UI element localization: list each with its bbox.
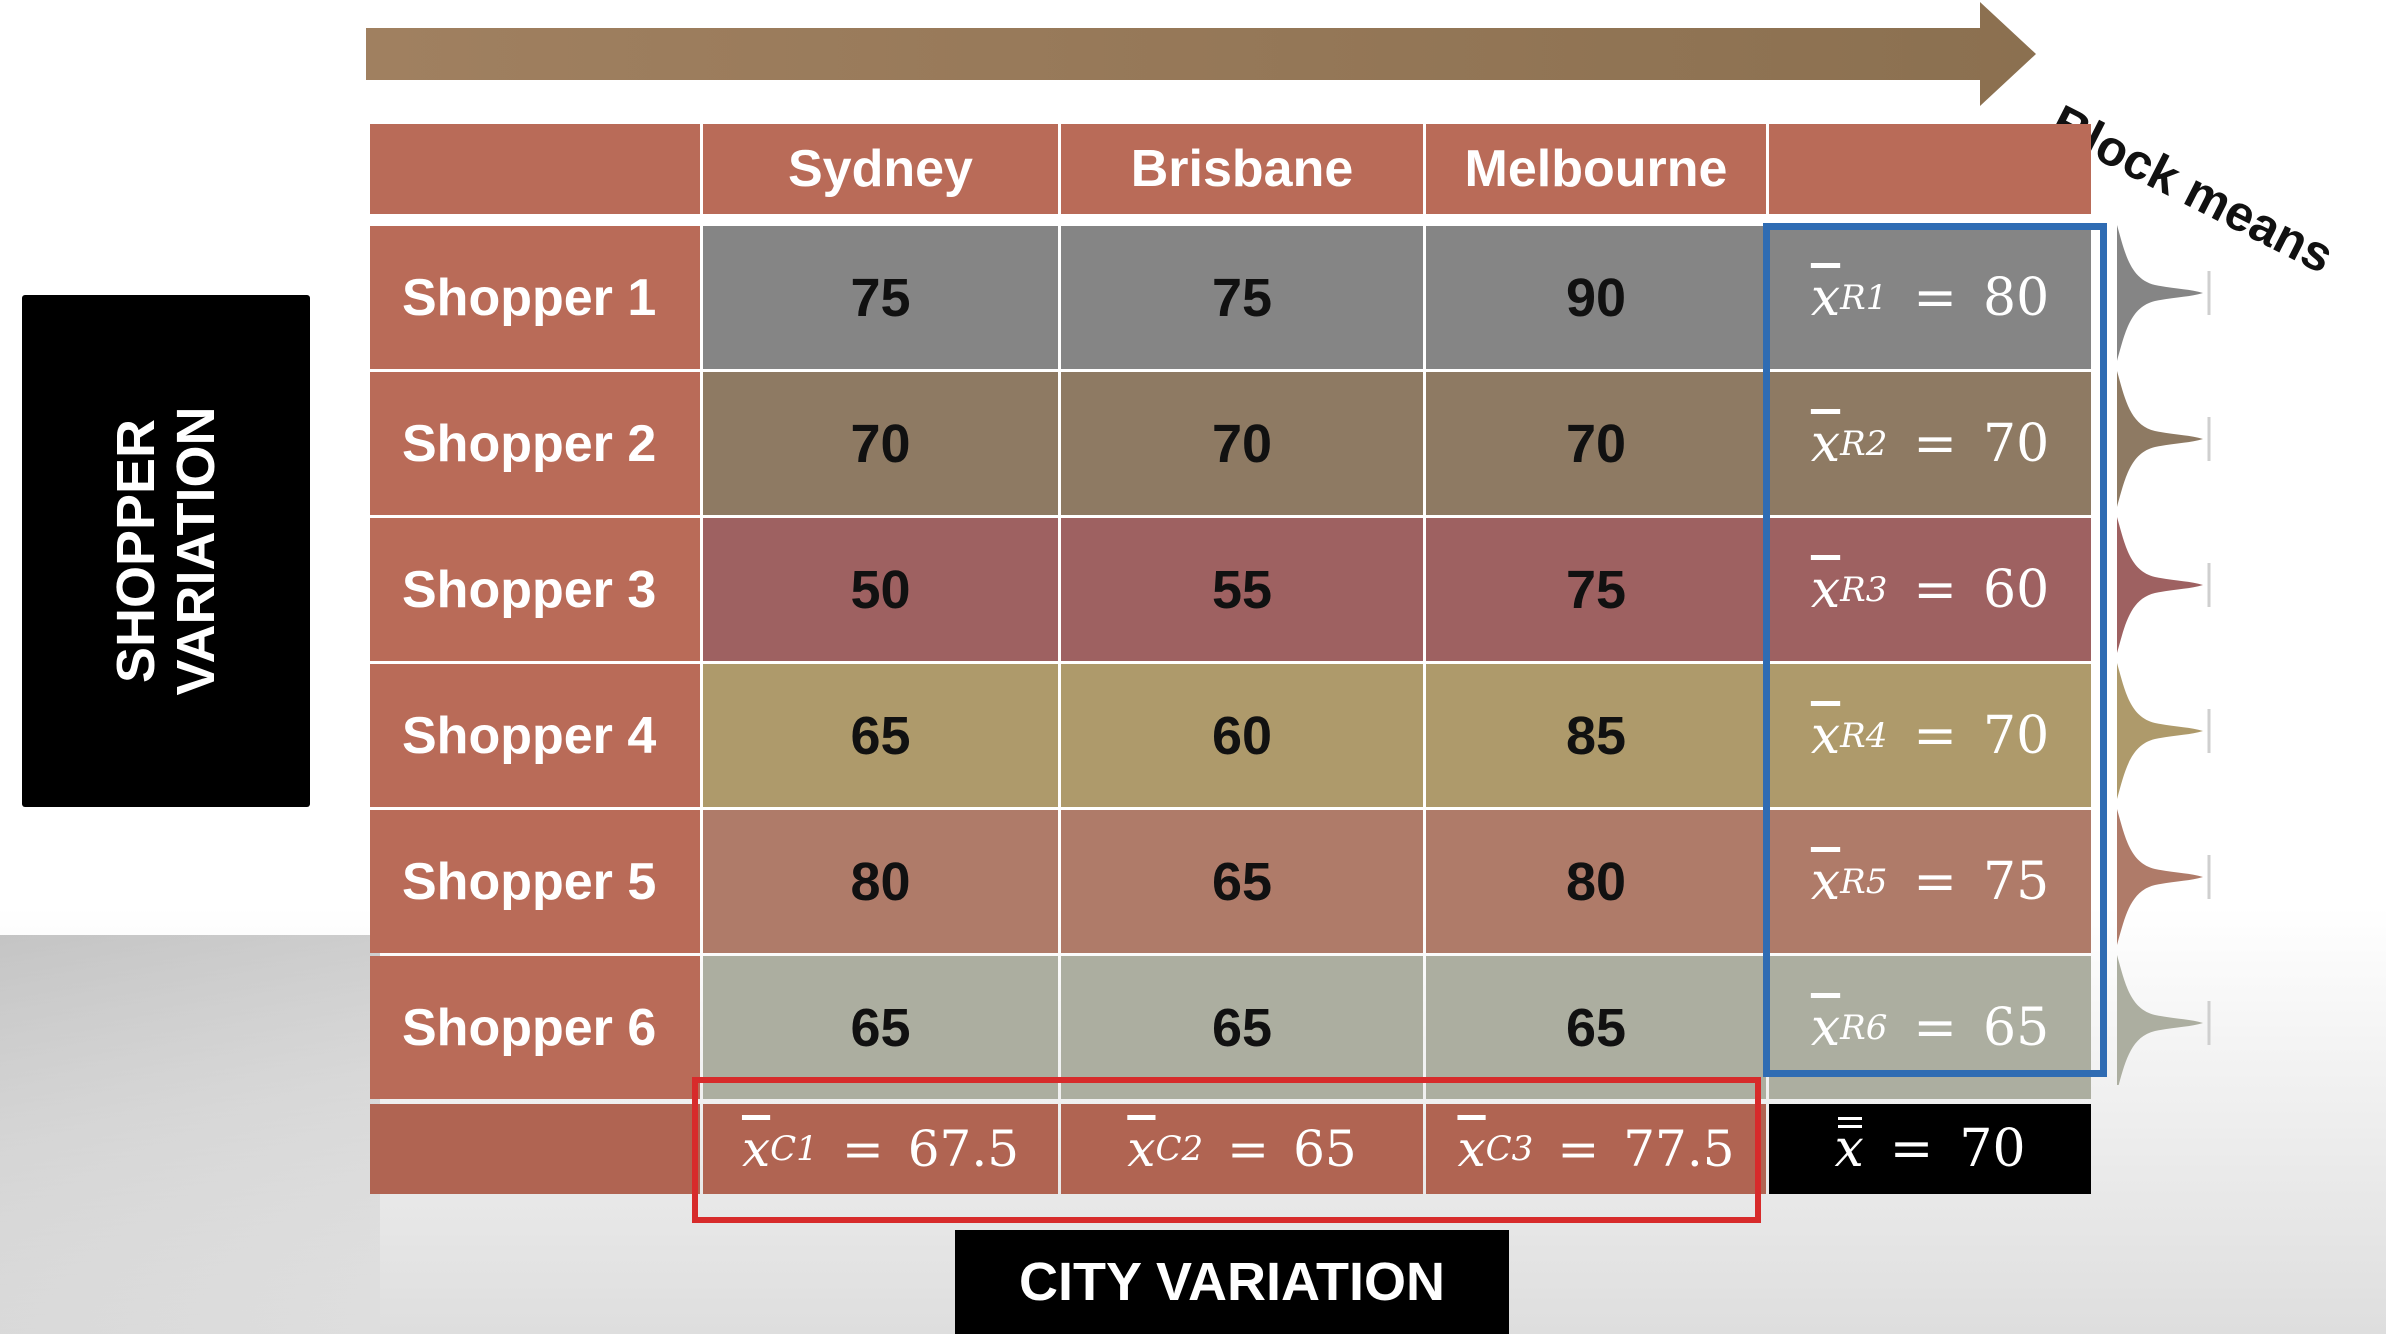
row-mean-3: x R3 = 60 (1769, 518, 2091, 661)
table-cell: 65 (703, 956, 1058, 1099)
shopper-variation-text: SHOPPER VARIATION (106, 406, 226, 696)
row-label-shopper-3: Shopper 3 (370, 518, 700, 661)
shopper-variation-label: SHOPPER VARIATION (22, 295, 310, 807)
mean-value: 67.5 (907, 1120, 1020, 1178)
table-cell: 80 (703, 810, 1058, 953)
mean-symbol: x (1810, 267, 1841, 328)
row-label-shopper-1: Shopper 1 (370, 226, 700, 369)
mean-subscript: C1 (770, 1129, 818, 1169)
table-cell: 85 (1426, 664, 1766, 807)
equals-sign: = (1913, 851, 1957, 912)
mean-symbol: x (1810, 413, 1841, 474)
equals-sign: = (1913, 267, 1957, 328)
row-mean-4: x R4 = 70 (1769, 664, 2091, 807)
column-mean-1: x C1 = 67.5 (703, 1104, 1058, 1194)
equals-sign: = (1913, 413, 1957, 474)
table-cell: 75 (1061, 226, 1423, 369)
distribution-curve-6 (2117, 955, 2203, 1085)
mean-symbol: x (1457, 1120, 1486, 1178)
table-cell: 60 (1061, 664, 1423, 807)
floor-shadow (0, 935, 380, 1334)
mean-subscript: C3 (1485, 1129, 1534, 1169)
mean-subscript: R5 (1840, 861, 1888, 902)
mean-subscript: R6 (1840, 1007, 1888, 1048)
column-mean-3: x C3 = 77.5 (1426, 1104, 1766, 1194)
grand-mean-symbol: x (1834, 1117, 1864, 1179)
table-cell: 55 (1061, 518, 1423, 661)
mean-symbol: x (1127, 1120, 1156, 1178)
equals-sign: = (1557, 1120, 1600, 1178)
block-distribution-curves (2117, 225, 2211, 1085)
distribution-curve-3 (2117, 517, 2203, 653)
grand-mean-value: 70 (1959, 1119, 2026, 1179)
mean-symbol: x (1810, 559, 1841, 620)
mean-subscript: R4 (1840, 715, 1888, 756)
table-cell: 65 (703, 664, 1058, 807)
block-means-arrow (366, 2, 2036, 106)
mean-symbol: x (1810, 997, 1841, 1058)
mean-value: 77.5 (1623, 1120, 1735, 1178)
mean-subscript: R1 (1840, 277, 1888, 318)
city-means-highlight (692, 1077, 1761, 1223)
grand-mean: x = 70 (1769, 1104, 2091, 1194)
table-cell: 75 (1426, 518, 1766, 661)
bottom-corner (370, 1104, 700, 1194)
mean-value: 70 (1982, 413, 2050, 474)
table-cell: 75 (703, 226, 1058, 369)
row-label-shopper-6: Shopper 6 (370, 956, 700, 1099)
row-mean-5: x R5 = 75 (1769, 810, 2091, 953)
block-means-highlight (1763, 223, 2107, 1077)
mean-value: 65 (1982, 997, 2050, 1058)
mean-subscript: C2 (1155, 1129, 1204, 1169)
mean-subscript: R2 (1840, 423, 1888, 464)
row-mean-2: x R2 = 70 (1769, 372, 2091, 515)
equals-sign: = (841, 1120, 884, 1178)
mean-value: 70 (1982, 705, 2050, 766)
table-cell: 70 (1061, 372, 1423, 515)
table-cell: 50 (703, 518, 1058, 661)
column-header-sydney: Sydney (703, 124, 1058, 214)
column-header-melbourne: Melbourne (1426, 124, 1766, 214)
mean-value: 80 (1982, 267, 2050, 328)
row-mean-1: x R1 = 80 (1769, 226, 2091, 369)
table-cell: 65 (1061, 810, 1423, 953)
mean-value: 60 (1982, 559, 2050, 620)
table-cell: 90 (1426, 226, 1766, 369)
column-header-brisbane: Brisbane (1061, 124, 1423, 214)
city-variation-label: CITY VARIATION (955, 1230, 1509, 1334)
row-label-shopper-4: Shopper 4 (370, 664, 700, 807)
table-cell: 70 (703, 372, 1058, 515)
mean-value: 65 (1293, 1120, 1357, 1178)
equals-sign: = (1227, 1120, 1270, 1178)
equals-sign: = (1913, 559, 1957, 620)
table-cell: 65 (1426, 956, 1766, 1099)
mean-value: 75 (1982, 851, 2050, 912)
header-block-means (1769, 124, 2091, 214)
distribution-curve-5 (2117, 809, 2203, 945)
header-corner (370, 124, 700, 214)
table-cell: 70 (1426, 372, 1766, 515)
distribution-curve-1 (2117, 225, 2203, 361)
distribution-curve-2 (2117, 371, 2203, 507)
column-mean-2: x C2 = 65 (1061, 1104, 1423, 1194)
equals-sign: = (1889, 1119, 1934, 1179)
mean-symbol: x (1810, 705, 1841, 766)
table-cell: 65 (1061, 956, 1423, 1099)
mean-symbol: x (741, 1120, 771, 1178)
equals-sign: = (1913, 705, 1957, 766)
distribution-curve-4 (2117, 663, 2203, 799)
row-label-shopper-2: Shopper 2 (370, 372, 700, 515)
mean-symbol: x (1810, 851, 1841, 912)
row-label-shopper-5: Shopper 5 (370, 810, 700, 953)
equals-sign: = (1913, 997, 1957, 1058)
mean-subscript: R3 (1840, 569, 1888, 610)
table-cell: 80 (1426, 810, 1766, 953)
